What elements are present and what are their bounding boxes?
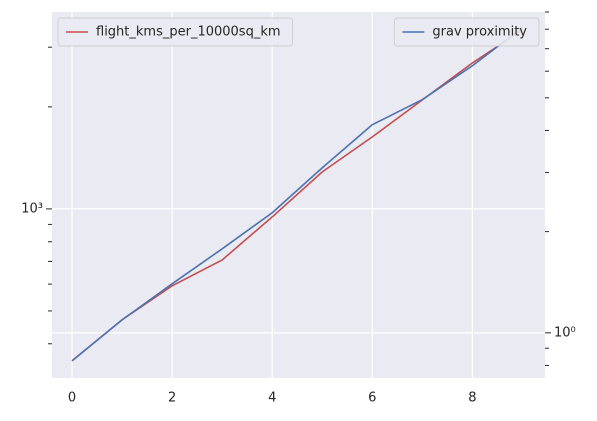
- legend-box: [393, 17, 540, 47]
- legend: grav proximity: [393, 17, 540, 47]
- legend-label: grav proximity: [432, 25, 527, 40]
- y2-tick-label: 10⁰: [554, 325, 576, 340]
- x-tick-label: 2: [168, 391, 176, 406]
- x-tick-label: 4: [268, 391, 276, 406]
- series-line: [71, 26, 523, 362]
- legend-label: flight_kms_per_10000sq_km: [96, 25, 281, 40]
- x-tick-label: 8: [468, 391, 476, 406]
- legend: flight_kms_per_10000sq_km: [57, 17, 294, 47]
- x-tick-label: 0: [68, 391, 76, 406]
- y-tick-label: 10³: [21, 201, 43, 216]
- x-tick-label: 6: [368, 391, 376, 406]
- legend-box: [57, 17, 294, 47]
